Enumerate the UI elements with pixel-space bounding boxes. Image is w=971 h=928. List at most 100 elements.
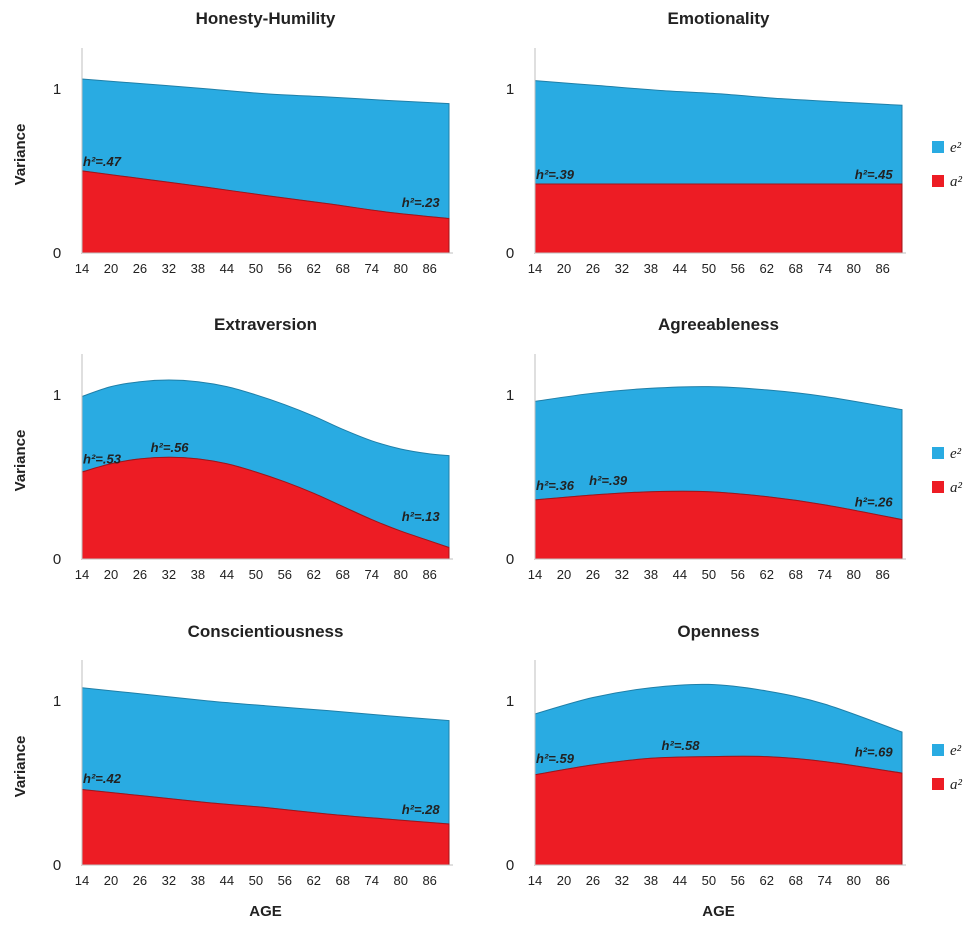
x-tick-label: 50 [249, 567, 263, 582]
x-tick-label: 56 [278, 261, 292, 276]
x-tick-label: 80 [846, 567, 860, 582]
panel-3: Agreeableness 0 1 14 20 26 32 38 44 50 56 62 68 74 80 8… [506, 315, 906, 582]
x-tick-label: 26 [586, 873, 600, 888]
x-tick-label: 26 [586, 567, 600, 582]
series-a2-area [534, 183, 903, 254]
h2-annotation: h²=.47 [83, 154, 122, 169]
h2-annotation: h²=.69 [855, 745, 894, 760]
legend-label: e² [950, 140, 962, 156]
x-tick-label: 38 [644, 261, 658, 276]
legend-swatch [932, 447, 944, 459]
x-tick-label: 44 [673, 261, 687, 276]
x-tick-label: 62 [760, 873, 774, 888]
y-tick-label: 1 [53, 693, 61, 710]
x-tick-label: 62 [307, 567, 321, 582]
panel-title: Extraversion [214, 315, 317, 334]
x-tick-label: 86 [422, 567, 436, 582]
x-tick-label: 26 [133, 261, 147, 276]
legend-label: e² [950, 446, 962, 462]
panel-2: Extraversion 0 1 14 20 26 32 38 44 50 56 62 68 74 80 86… [12, 315, 453, 582]
h2-annotation: h²=.58 [662, 738, 701, 753]
x-tick-label: 44 [220, 567, 234, 582]
x-tick-label: 80 [393, 567, 407, 582]
x-tick-label: 38 [191, 261, 205, 276]
y-axis-label: Variance [12, 124, 29, 186]
legend-label: a² [950, 777, 963, 793]
panel-title: Agreeableness [658, 315, 779, 334]
x-tick-label: 14 [528, 873, 542, 888]
legend-swatch [932, 778, 944, 790]
x-tick-label: 20 [557, 873, 571, 888]
y-tick-label: 1 [53, 387, 61, 404]
x-tick-label: 26 [133, 567, 147, 582]
legend-swatch [932, 175, 944, 187]
h2-annotation: h²=.42 [83, 771, 122, 786]
series-a2-area [81, 456, 450, 560]
x-tick-label: 62 [307, 261, 321, 276]
x-axis-label: AGE [249, 903, 282, 920]
series-a2-area [534, 490, 903, 560]
x-tick-label: 38 [644, 873, 658, 888]
x-tick-label: 20 [104, 261, 118, 276]
legend: e² a² [932, 446, 963, 496]
y-axis-label: Variance [12, 430, 29, 492]
x-tick-label: 68 [789, 873, 803, 888]
panel-0: Honesty-Humility 0 1 14 20 26 32 38 44 50 56 62 68 74… [12, 9, 453, 276]
y-tick-label: 0 [506, 551, 514, 568]
legend: e² a² [932, 140, 963, 190]
x-tick-label: 68 [789, 567, 803, 582]
x-tick-label: 14 [75, 873, 89, 888]
h2-annotation: h²=.26 [855, 494, 894, 509]
x-tick-label: 86 [875, 567, 889, 582]
y-axis-label: Variance [12, 736, 29, 798]
h2-annotation: h²=.23 [402, 195, 441, 210]
x-tick-label: 44 [220, 261, 234, 276]
x-tick-label: 32 [615, 567, 629, 582]
x-tick-label: 38 [644, 567, 658, 582]
x-tick-label: 26 [586, 261, 600, 276]
panel-1: Emotionality 0 1 14 20 26 32 38 44 50 56 62 68 74 80 86… [506, 9, 906, 276]
legend-label: a² [950, 480, 963, 496]
x-tick-label: 80 [846, 261, 860, 276]
h2-annotation: h²=.59 [536, 751, 575, 766]
x-tick-label: 86 [875, 261, 889, 276]
x-tick-label: 38 [191, 873, 205, 888]
x-tick-label: 56 [731, 261, 745, 276]
panel-title: Emotionality [667, 9, 770, 28]
panel-5: Openness 0 1 14 20 26 32 38 44 50 56 62 68 74 80 86 AGE h… [506, 622, 906, 920]
x-tick-label: 74 [818, 873, 832, 888]
x-tick-label: 32 [615, 261, 629, 276]
x-tick-label: 44 [220, 873, 234, 888]
x-tick-label: 20 [557, 261, 571, 276]
y-tick-label: 1 [506, 81, 514, 98]
panel-title: Honesty-Humility [196, 9, 336, 28]
x-tick-label: 50 [249, 873, 263, 888]
x-tick-label: 50 [702, 261, 716, 276]
x-tick-label: 80 [393, 261, 407, 276]
y-tick-label: 1 [506, 693, 514, 710]
series-a2-area [534, 755, 903, 866]
x-tick-label: 14 [75, 567, 89, 582]
x-tick-label: 56 [731, 567, 745, 582]
legend-label: a² [950, 174, 963, 190]
legend-swatch [932, 141, 944, 153]
panel-title: Openness [677, 622, 759, 641]
x-tick-label: 32 [162, 873, 176, 888]
legend-swatch [932, 744, 944, 756]
x-tick-label: 86 [875, 873, 889, 888]
x-tick-label: 74 [818, 567, 832, 582]
x-tick-label: 56 [731, 873, 745, 888]
x-tick-label: 80 [393, 873, 407, 888]
x-tick-label: 38 [191, 567, 205, 582]
y-tick-label: 0 [53, 551, 61, 568]
y-tick-label: 0 [506, 857, 514, 874]
y-tick-label: 1 [53, 81, 61, 98]
x-tick-label: 20 [557, 567, 571, 582]
h2-annotation: h²=.28 [402, 802, 441, 817]
h2-annotation: h²=.13 [402, 509, 441, 524]
h2-annotation: h²=.53 [83, 452, 122, 467]
x-tick-label: 62 [307, 873, 321, 888]
x-tick-label: 50 [249, 261, 263, 276]
x-tick-label: 68 [336, 873, 350, 888]
y-tick-label: 1 [506, 387, 514, 404]
